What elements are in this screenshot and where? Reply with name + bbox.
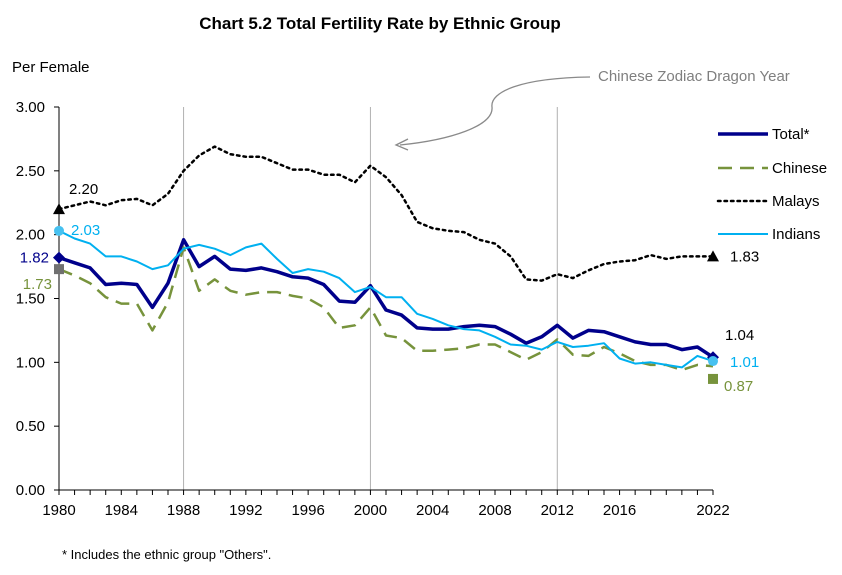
y-tick-label: 1.50: [16, 291, 45, 308]
series-line-3: [57, 145, 715, 282]
end-value-label: 1.83: [730, 248, 759, 265]
fertility-line-chart: 0.00 0.50 1.00 1.50 2.00 2.50 3.00 1980 1984 1988…: [16, 68, 827, 519]
start-value-label: 1.82: [20, 250, 49, 267]
end-value-label: 0.87: [724, 378, 753, 395]
end-marker: [708, 356, 718, 367]
x-tick-label: 1996: [291, 502, 324, 519]
x-tick-label: 2012: [541, 502, 574, 519]
start-marker: [54, 225, 64, 236]
end-value-label: 1.04: [725, 327, 754, 344]
series-line-2: [58, 246, 714, 372]
x-tick-label: 1980: [42, 502, 75, 519]
annotation-text: Chinese Zodiac Dragon Year: [598, 68, 790, 85]
y-axis-label: Per Female: [12, 59, 90, 76]
footnote: * Includes the ethnic group "Others".: [62, 547, 272, 562]
chart-title: Chart 5.2 Total Fertility Rate by Ethnic…: [199, 14, 561, 33]
x-tick-label: 1988: [167, 502, 200, 519]
end-marker: [708, 373, 718, 384]
vertical-markers: [183, 107, 558, 490]
y-tick-label: 3.00: [16, 99, 45, 116]
annotation: Chinese Zodiac Dragon Year: [394, 68, 790, 151]
legend-label: Total*: [772, 126, 810, 143]
legend-label: Indians: [772, 226, 820, 243]
start-value-label: 1.73: [23, 276, 52, 293]
legend-label: Chinese: [772, 160, 827, 177]
y-tick-label: 0.50: [16, 418, 45, 435]
x-tick-label: 2016: [603, 502, 636, 519]
y-tick-label: 2.50: [16, 163, 45, 180]
legend-label: Malays: [772, 193, 820, 210]
annotation-arrow: [399, 76, 591, 146]
annotation-arrowhead: [394, 138, 409, 151]
legend: Total* Chinese Malays Indians: [716, 126, 827, 243]
start-value-label: 2.20: [69, 181, 98, 198]
x-tick-label: 2004: [416, 502, 449, 519]
start-marker: [53, 203, 65, 215]
start-marker: [53, 251, 65, 264]
start-value-label: 2.03: [71, 222, 100, 239]
x-tick-label: 2008: [478, 502, 511, 519]
data-labels: 1.82 1.04 1.73 0.87 2.20 1.83 2.03 1.01: [20, 181, 759, 395]
series-line-4: [58, 229, 714, 369]
end-value-label: 1.01: [730, 354, 759, 371]
series-lines: [53, 145, 719, 384]
end-marker: [707, 250, 719, 262]
x-tick-label: 2000: [354, 502, 387, 519]
start-marker: [54, 264, 64, 275]
y-tick-label: 1.00: [16, 354, 45, 371]
y-tick-label: 0.00: [16, 482, 45, 499]
series-line-1: [58, 238, 714, 359]
axes: 0.00 0.50 1.00 1.50 2.00 2.50 3.00 1980 1984 1988…: [16, 99, 730, 519]
x-tick-label: 1984: [105, 502, 138, 519]
y-tick-label: 2.00: [16, 227, 45, 244]
x-tick-label: 1992: [229, 502, 262, 519]
x-tick-label: 2022: [696, 502, 729, 519]
